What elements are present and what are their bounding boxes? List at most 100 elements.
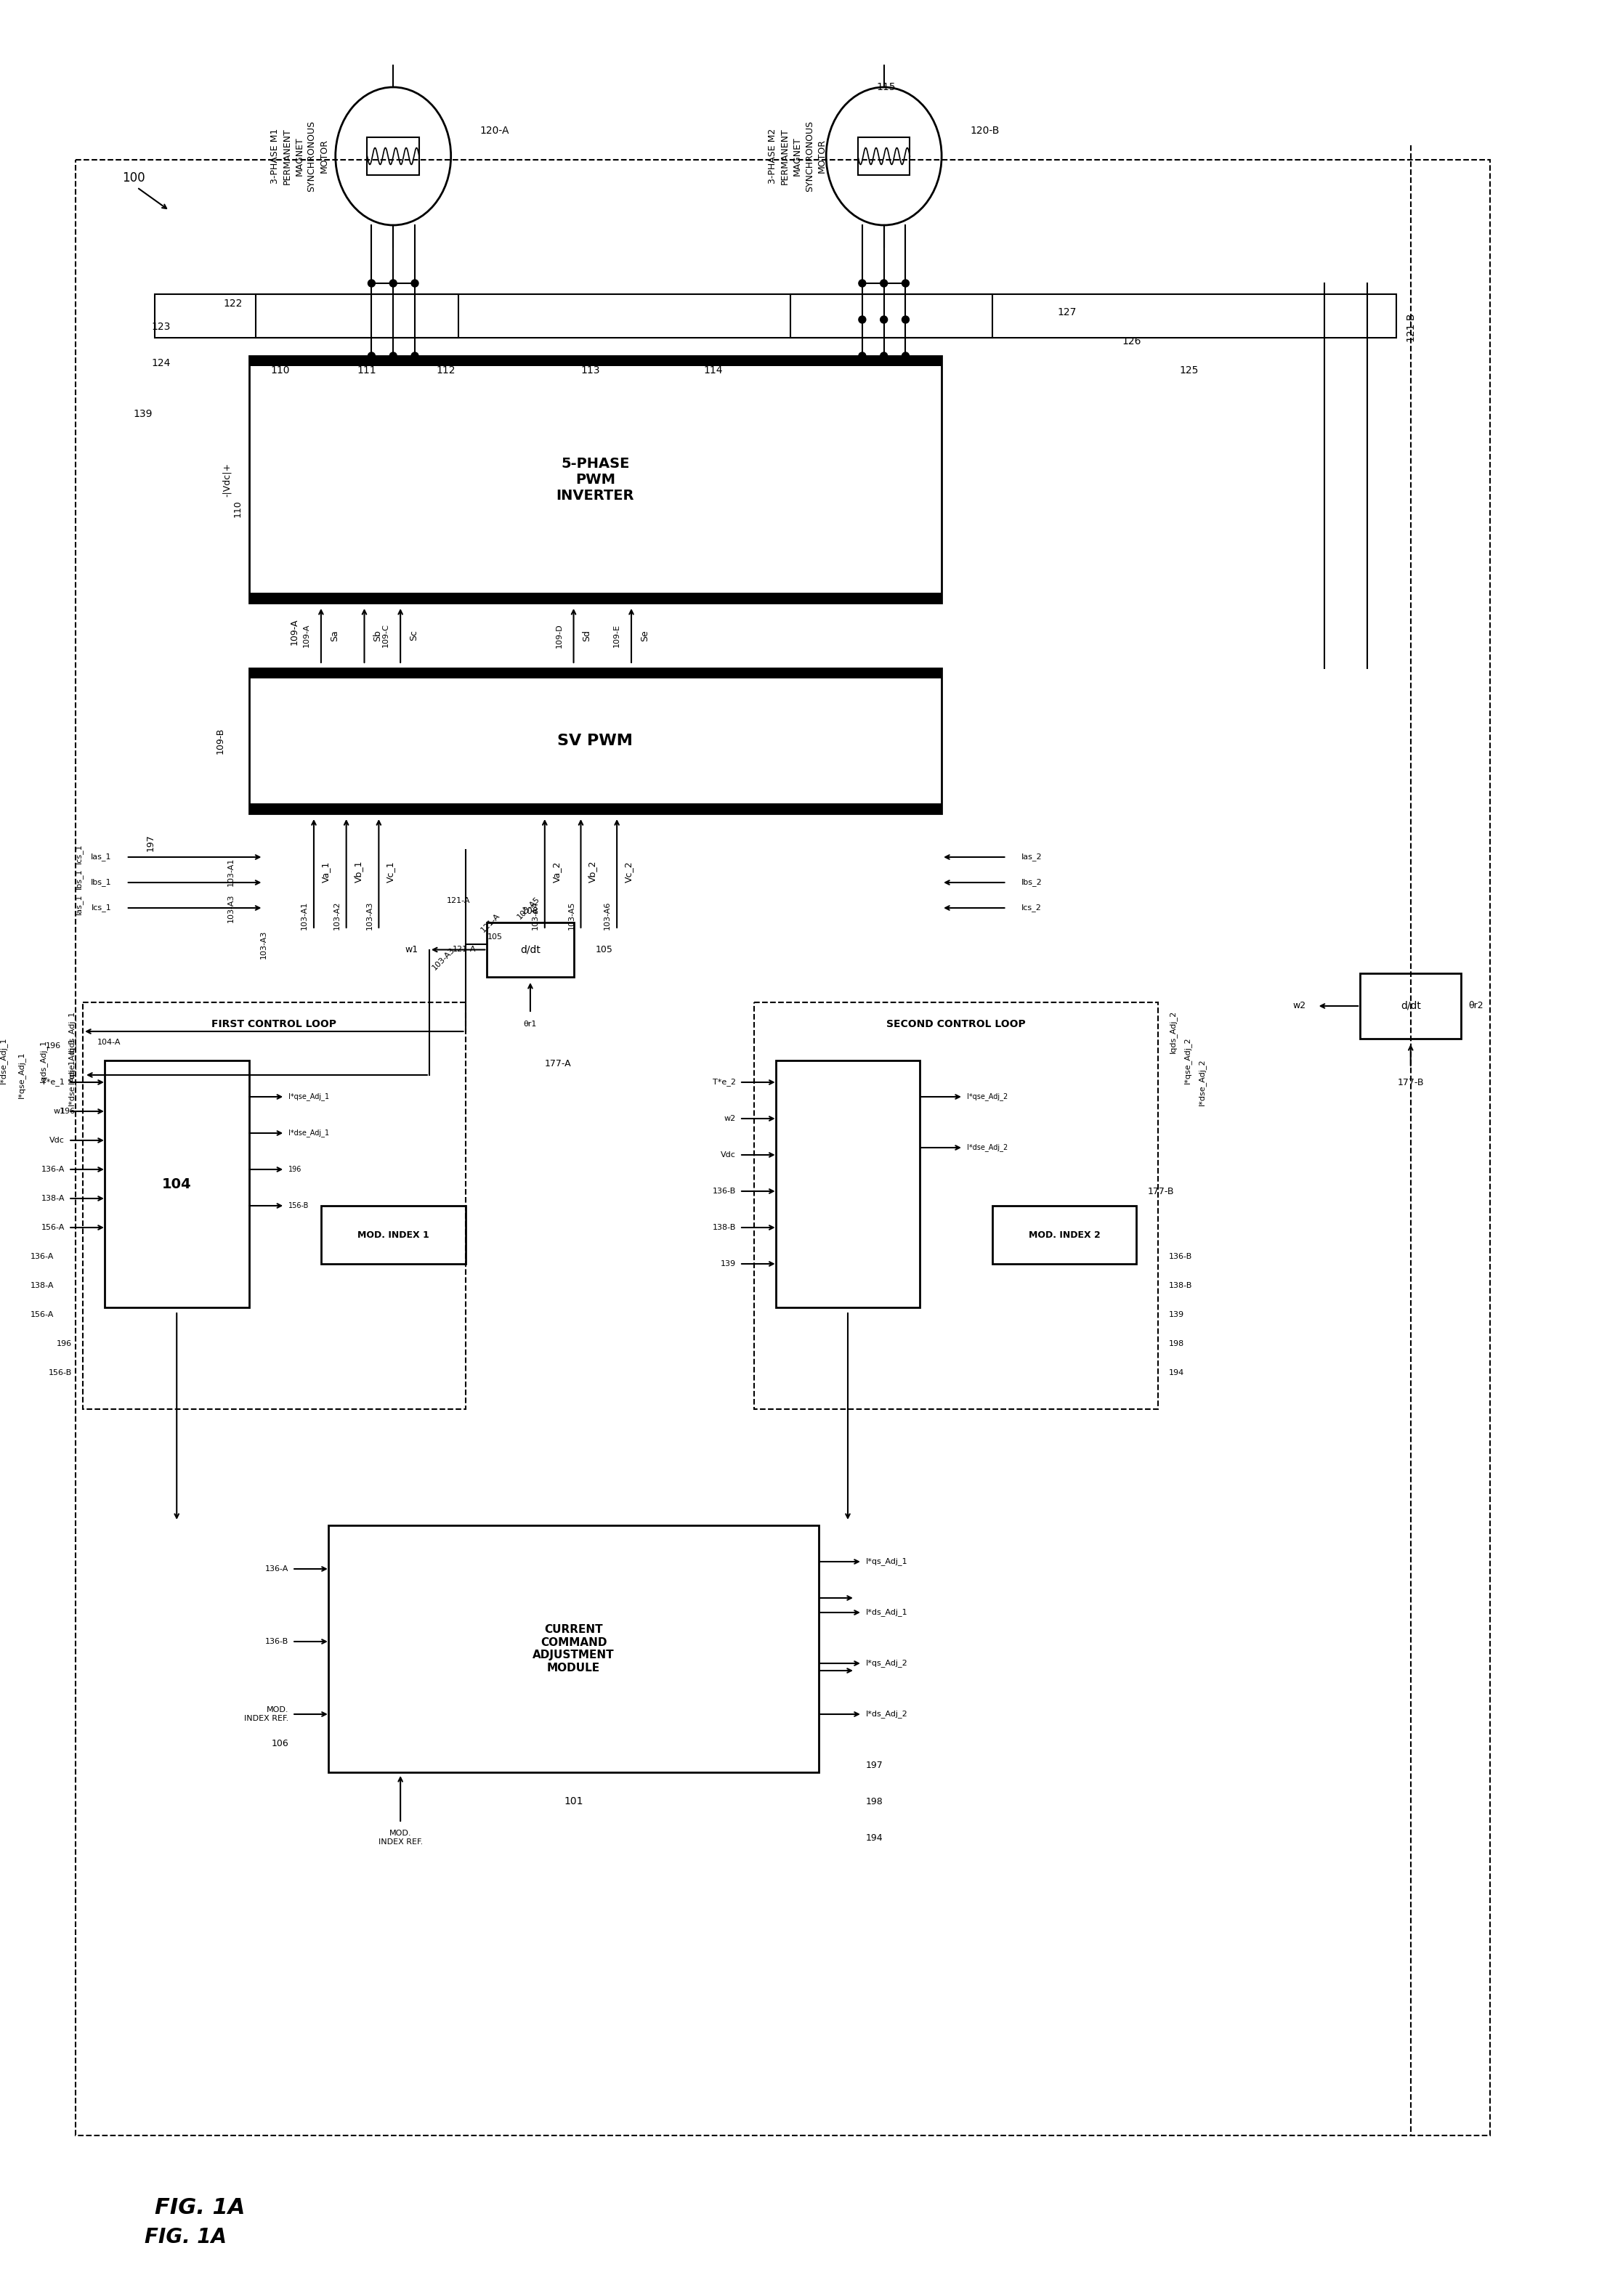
Circle shape [368, 280, 376, 287]
Text: 103-A5: 103-A5 [516, 895, 540, 921]
Text: 103-A6: 103-A6 [604, 900, 611, 930]
Text: Vdc: Vdc [50, 1137, 66, 1143]
Bar [249, 356, 942, 604]
Text: 124: 124 [152, 358, 171, 367]
Text: Ibs_1: Ibs_1 [91, 879, 112, 886]
Text: 121-B: 121-B [1406, 312, 1415, 342]
Circle shape [902, 317, 910, 324]
Circle shape [411, 280, 419, 287]
Text: Se: Se [640, 629, 649, 641]
Text: 113: 113 [580, 365, 600, 377]
Text: I*qs_Adj_1: I*qs_Adj_1 [865, 1557, 908, 1566]
Text: Ibs_1: Ibs_1 [75, 868, 83, 889]
Circle shape [859, 351, 865, 360]
Text: 138-B: 138-B [713, 1224, 736, 1231]
Text: 121-A: 121-A [446, 898, 470, 905]
Text: w2: w2 [1294, 1001, 1306, 1010]
Text: I*qse_Adj_1: I*qse_Adj_1 [288, 1093, 329, 1100]
Text: 125: 125 [1180, 365, 1199, 377]
Bar [256, 294, 459, 338]
Text: Sa: Sa [329, 629, 339, 641]
Text: Sd: Sd [582, 629, 592, 641]
Text: 198: 198 [865, 1798, 883, 1807]
Text: MOD. INDEX 1: MOD. INDEX 1 [357, 1231, 429, 1240]
Text: I*dse_Adj_1: I*dse_Adj_1 [0, 1038, 6, 1084]
Text: 138-A: 138-A [42, 1194, 66, 1203]
Text: 139: 139 [1169, 1311, 1185, 1318]
Text: FIG. 1A: FIG. 1A [155, 2197, 245, 2218]
Text: I*ds_Adj_1: I*ds_Adj_1 [865, 1609, 908, 1616]
Text: 139: 139 [721, 1261, 736, 1267]
Text: I*qse_Adj_1: I*qse_Adj_1 [67, 1038, 75, 1084]
Bar [249, 668, 942, 813]
Bar [1361, 974, 1461, 1038]
Text: Ics_2: Ics_2 [1022, 905, 1041, 912]
Text: 109-D: 109-D [555, 622, 563, 647]
Bar [75, 161, 1490, 2135]
Text: 103-A1: 103-A1 [227, 856, 235, 886]
Text: 120-B: 120-B [971, 126, 999, 135]
Text: 136-B: 136-B [713, 1187, 736, 1194]
Text: I*qs_Adj_2: I*qs_Adj_2 [865, 1660, 908, 1667]
Text: SECOND CONTROL LOOP: SECOND CONTROL LOOP [886, 1019, 1025, 1029]
Text: I*dse_Adj_1: I*dse_Adj_1 [288, 1130, 329, 1137]
Text: 156-B: 156-B [288, 1203, 309, 1210]
Text: 198: 198 [1169, 1341, 1185, 1348]
Text: 104: 104 [161, 1178, 192, 1192]
Text: 197: 197 [865, 1761, 883, 1770]
Text: 121-A: 121-A [453, 946, 477, 953]
Text: 121-A: 121-A [480, 912, 502, 934]
Text: 103-A3: 103-A3 [432, 946, 456, 971]
Circle shape [390, 280, 397, 287]
Text: 196: 196 [288, 1166, 302, 1173]
Text: 111: 111 [357, 365, 376, 377]
Text: Va_2: Va_2 [552, 861, 561, 882]
Text: 108: 108 [521, 907, 539, 916]
Text: 105: 105 [488, 934, 502, 941]
Bar [249, 804, 942, 813]
Text: 109-C: 109-C [382, 625, 390, 647]
Circle shape [411, 351, 419, 360]
Bar [155, 294, 1396, 338]
Text: 156-A: 156-A [42, 1224, 66, 1231]
Text: FIG. 1A: FIG. 1A [144, 2227, 227, 2248]
Text: Ias_2: Ias_2 [1022, 854, 1043, 861]
Text: Va_1: Va_1 [321, 861, 331, 882]
Text: 109-A: 109-A [302, 625, 310, 647]
Text: 109-A: 109-A [289, 618, 299, 645]
Text: 194: 194 [865, 1832, 883, 1841]
Text: SV PWM: SV PWM [558, 735, 633, 748]
Text: 136-B: 136-B [1169, 1254, 1193, 1261]
Text: T*e_2: T*e_2 [713, 1079, 736, 1086]
Text: 110: 110 [270, 365, 289, 377]
Text: Vdc: Vdc [721, 1150, 736, 1159]
Text: 196: 196 [61, 1107, 75, 1116]
Text: Sb: Sb [373, 629, 382, 641]
Text: 104-A: 104-A [98, 1038, 122, 1047]
Text: 194: 194 [1169, 1368, 1185, 1375]
Text: 5-PHASE
PWM
INVERTER: 5-PHASE PWM INVERTER [556, 457, 635, 503]
Circle shape [881, 351, 887, 360]
Bar [328, 1525, 819, 1773]
Text: 196: 196 [56, 1341, 72, 1348]
Text: 110: 110 [233, 501, 243, 517]
Text: w2: w2 [724, 1116, 736, 1123]
Text: Ics_1: Ics_1 [91, 905, 112, 912]
Text: 136-A: 136-A [30, 1254, 54, 1261]
Text: 103-A3: 103-A3 [259, 930, 267, 957]
Text: θr2: θr2 [1468, 1001, 1484, 1010]
Text: 109-B: 109-B [216, 728, 225, 753]
Text: 156-A: 156-A [30, 1311, 54, 1318]
Text: FIRST CONTROL LOOP: FIRST CONTROL LOOP [211, 1019, 337, 1029]
Text: 123: 123 [152, 321, 171, 333]
Text: Sc: Sc [409, 629, 419, 641]
Text: 3-PHASE M1
PERMANENT
MAGNET
SYNCHRONOUS
MOTOR: 3-PHASE M1 PERMANENT MAGNET SYNCHRONOUS … [270, 119, 329, 193]
Text: 101: 101 [564, 1795, 584, 1807]
Text: 122: 122 [224, 298, 243, 308]
Text: 103-A1: 103-A1 [301, 900, 309, 930]
Text: 139: 139 [133, 409, 152, 420]
Text: 106: 106 [272, 1738, 288, 1747]
Text: 103-A3: 103-A3 [366, 900, 373, 930]
Text: 109-E: 109-E [614, 625, 620, 647]
Text: T*e_1: T*e_1 [42, 1079, 66, 1086]
